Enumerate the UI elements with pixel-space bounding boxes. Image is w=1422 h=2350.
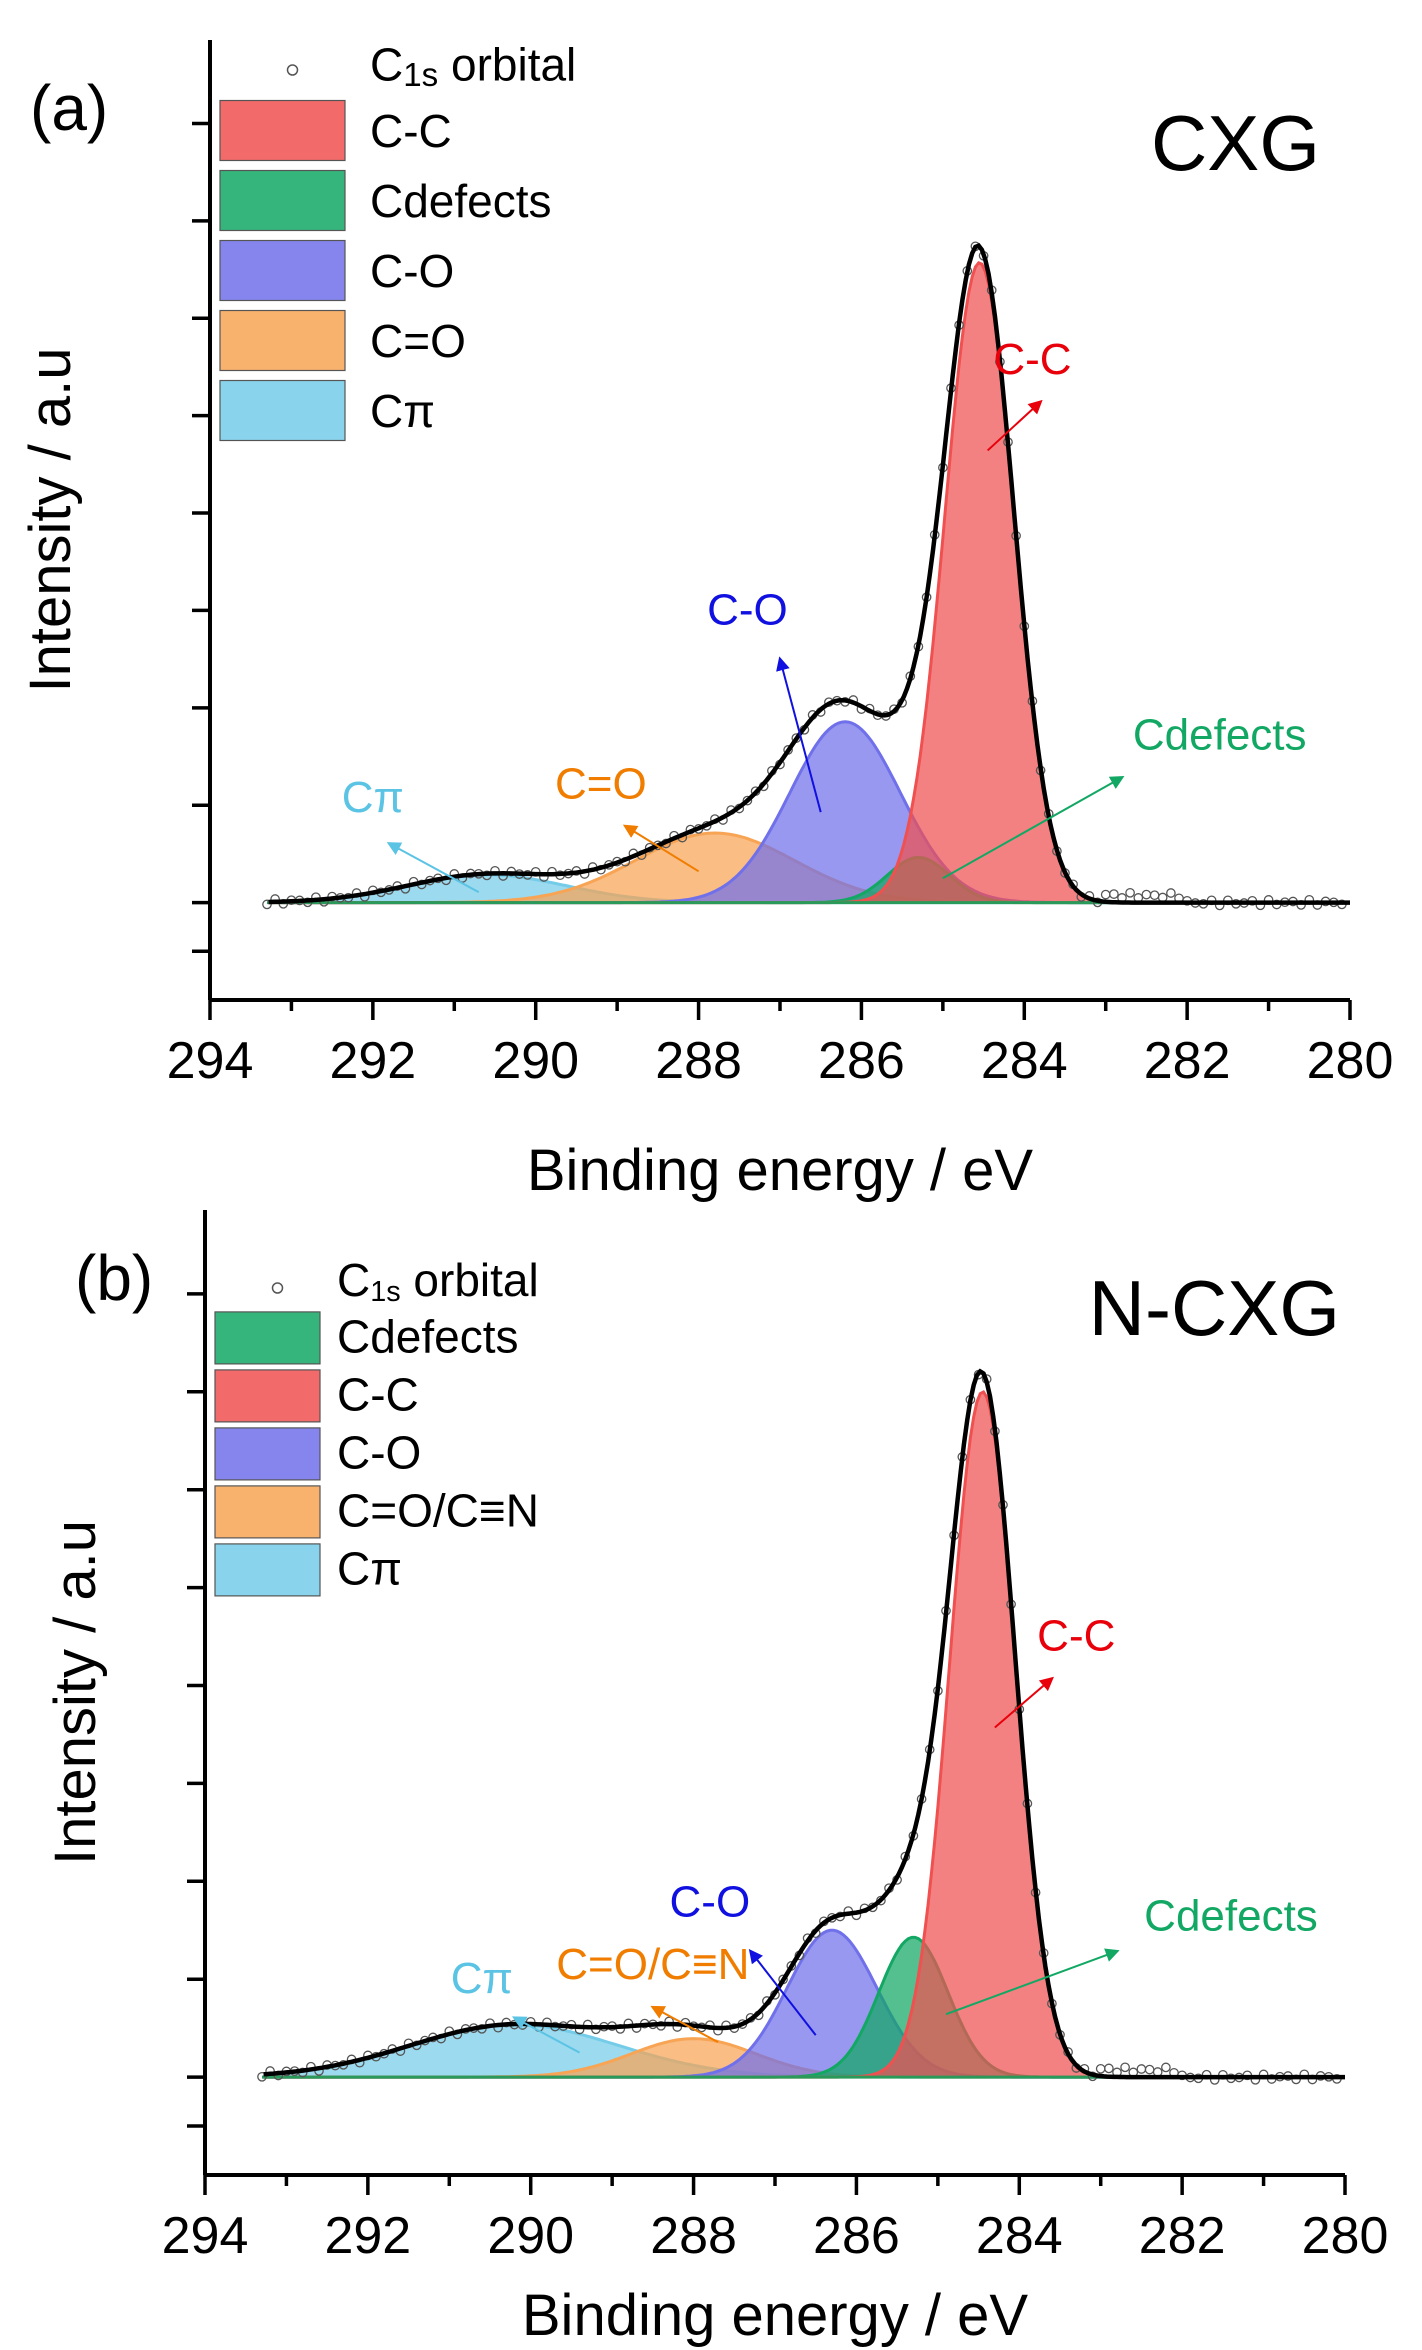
annotation-arrow-c-o	[776, 656, 822, 813]
annotation-arrow-c-	[386, 842, 480, 894]
legend-entry-label: Cπ	[370, 385, 435, 437]
annotation-label-c-c: C-C	[1037, 1612, 1115, 1661]
data-point	[1104, 2063, 1114, 2074]
annotation-arrow-c-o	[748, 1949, 817, 2036]
data-point	[1125, 887, 1135, 898]
legend-entry-label: Cdefects	[370, 175, 552, 227]
legend-entry-label: C-O	[370, 245, 454, 297]
data-point	[1166, 888, 1176, 898]
legend-swatch-c-o	[219, 309, 346, 372]
data-point	[257, 2071, 267, 2082]
plot-area	[262, 241, 1350, 911]
legend-marker-subscript: 1s	[370, 1276, 400, 1308]
peak-area-c-o	[262, 1930, 1345, 2078]
legend-entry-label: Cdefects	[337, 1310, 519, 1362]
x-axis-title: Binding energy / eV	[522, 2283, 1029, 2348]
x-tick-label: 286	[818, 1032, 905, 1090]
x-tick-label: 280	[1302, 2207, 1389, 2265]
legend-entry-label: C=O/C≡N	[337, 1484, 539, 1536]
x-tick-label: 282	[1139, 2207, 1226, 2265]
legend-swatch-c-c	[219, 99, 346, 162]
data-point	[742, 795, 753, 806]
x-tick-label: 294	[167, 1032, 254, 1090]
legend-swatch-c-o	[214, 1427, 321, 1481]
x-tick-label: 290	[492, 1032, 579, 1090]
annotation-arrow-c-	[511, 2016, 581, 2054]
annotation-arrow-cdefects	[945, 1948, 1120, 2016]
x-tick-label: 288	[655, 1032, 742, 1090]
fit-envelope	[268, 243, 1350, 905]
x-axis-title: Binding energy / eV	[527, 1138, 1034, 1203]
legend-marker-letter: C	[370, 38, 403, 90]
fit-envelope	[263, 1368, 1345, 2080]
legend-swatch-c-o	[219, 239, 346, 302]
data-point	[1161, 2062, 1171, 2073]
x-tick-label: 290	[487, 2207, 574, 2265]
annotation-arrow-c-o-c-n	[650, 2005, 719, 2044]
annotation-arrow-cdefects	[942, 776, 1125, 880]
legend-entry-label: C-O	[337, 1426, 421, 1478]
peak-area-c-o	[267, 721, 1350, 903]
annotation-label-c-: Cπ	[451, 1954, 513, 2003]
legend-entry-label: Cπ	[337, 1542, 402, 1594]
y-axis-title: Intensity / a.u	[18, 348, 83, 693]
annotation-arrow-c-c	[986, 399, 1043, 452]
legend-entry-label: C-C	[370, 105, 452, 157]
x-tick-label: 282	[1144, 1032, 1231, 1090]
legend-swatch-c-c	[214, 1369, 321, 1423]
x-tick-label: 294	[162, 2207, 249, 2265]
x-tick-label: 284	[976, 2207, 1063, 2265]
annotation-label-c-o: C=O	[555, 759, 647, 808]
x-tick-label: 288	[650, 2207, 737, 2265]
data-point	[262, 899, 272, 910]
x-tick-label: 292	[329, 1032, 416, 1090]
annotation-label-c-c: C-C	[993, 335, 1071, 384]
annotation-label-c-o-c-n: C=O/C≡N	[556, 1940, 749, 1989]
legend-swatch-c-o-c-n	[214, 1485, 321, 1539]
annotation-arrow-c-c	[994, 1676, 1054, 1729]
x-tick-label: 292	[324, 2207, 411, 2265]
annotation-label-c-o: C-O	[707, 585, 788, 634]
legend-entry-label: C-C	[337, 1368, 419, 1420]
panel-label: (a)	[30, 72, 108, 144]
annotation-arrow-c-o	[622, 824, 700, 873]
legend: C1s orbital C-C Cdefects C-O C=O Cπ	[219, 38, 576, 442]
chart-panel-b: 294 292 290 288 286 284 282 280 Binding energy /…	[43, 1210, 1388, 2348]
panel-label: (b)	[75, 1242, 153, 1314]
annotation-label-c-o: C-O	[670, 1877, 751, 1926]
x-tick-label: 280	[1307, 1032, 1394, 1090]
data-point	[1109, 889, 1119, 899]
x-tick-label: 284	[981, 1032, 1068, 1090]
legend-swatch-c-	[214, 1543, 321, 1597]
annotation-label-c-: Cπ	[342, 773, 404, 822]
legend-marker-letter: C	[337, 1254, 370, 1306]
legend-marker-symbol	[286, 64, 299, 76]
legend-marker-label: C1s orbital	[370, 38, 576, 94]
legend-entry-label: C=O	[370, 315, 466, 367]
x-tick-label: 286	[813, 2207, 900, 2265]
legend-marker-suffix: orbital	[438, 38, 576, 90]
y-axis-title: Intensity / a.u	[43, 1520, 108, 1865]
annotation-label-cdefects: Cdefects	[1144, 1891, 1318, 1940]
peak-area-c-	[262, 2024, 1345, 2078]
legend-marker-label: C1s orbital	[337, 1254, 539, 1308]
plot-area	[257, 1368, 1345, 2085]
legend-marker-symbol	[271, 1282, 284, 1294]
data-point	[1120, 2062, 1130, 2073]
annotation-label-cdefects: Cdefects	[1133, 711, 1307, 760]
legend-swatch-cdefects	[219, 169, 346, 232]
legend-swatch-cdefects	[214, 1311, 321, 1365]
legend-marker-subscript: 1s	[403, 57, 438, 94]
chart-panel-a: 294 292 290 288 286 284 282 280 Binding energy /…	[18, 38, 1393, 1203]
legend-swatch-c-	[219, 379, 346, 442]
sample-label: N-CXG	[1089, 1264, 1340, 1352]
sample-label: CXG	[1151, 99, 1320, 187]
legend-marker-suffix: orbital	[401, 1254, 539, 1306]
